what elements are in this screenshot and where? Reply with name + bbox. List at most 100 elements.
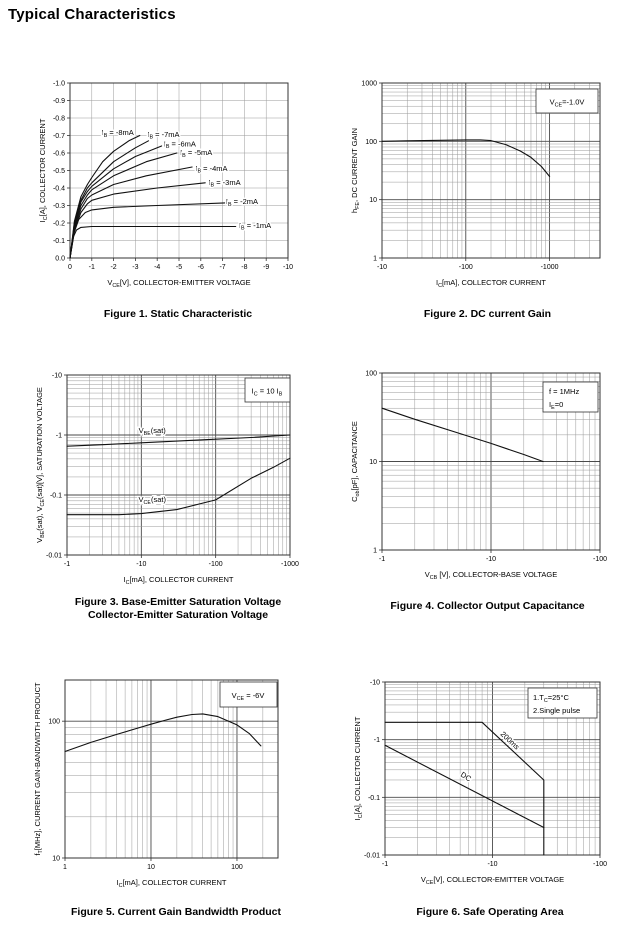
svg-text:-10: -10 <box>136 561 146 568</box>
svg-text:10: 10 <box>369 197 377 204</box>
svg-text:-1: -1 <box>379 556 385 563</box>
svg-text:-9: -9 <box>263 264 269 271</box>
figure-caption-line1: Figure 1. Static Characteristic <box>103 308 253 320</box>
svg-text:IC[mA], COLLECTOR CURRENT: IC[mA], COLLECTOR CURRENT <box>116 878 226 889</box>
svg-text:-1: -1 <box>64 561 70 568</box>
svg-text:-10: -10 <box>52 373 62 380</box>
svg-text:10: 10 <box>369 459 377 466</box>
figure-caption-line1: Figure 5. Current Gain Bandwidth Product <box>70 906 281 918</box>
chart-safe-operating-area: -1 -10 -100 -0.01 -0.1 -1 -10 VCE[V], COLLECTOR… <box>353 680 607 886</box>
svg-text:1.TC=25°C: 1.TC=25°C <box>533 693 569 704</box>
svg-text:IB = -7mA: IB = -7mA <box>147 130 179 141</box>
figure-caption-line1: Figure 3. Base-Emitter Saturation Voltag… <box>74 596 282 608</box>
svg-text:-1: -1 <box>374 737 380 744</box>
svg-text:-1: -1 <box>382 861 388 868</box>
svg-text:-6: -6 <box>198 264 204 271</box>
svg-text:100: 100 <box>48 719 60 726</box>
chart-dc-current-gain: -10 -100 -1000 1 10 100 1000 IC[mA], COLLECTOR … <box>350 81 601 289</box>
figure-caption-line1: Figure 4. Collector Output Capacitance <box>390 600 585 612</box>
svg-text:VBE(sat), VCE(sat)[V], SATURAT: VBE(sat), VCE(sat)[V], SATURATION VOLTAG… <box>35 387 46 543</box>
svg-text:VCB [V], COLLECTOR-BASE VOLTAG: VCB [V], COLLECTOR-BASE VOLTAGE <box>425 570 558 581</box>
svg-text:IC = 10 IB: IC = 10 IB <box>252 387 283 398</box>
figure-caption: Figure 3. Base-Emitter Saturation Voltag… <box>28 596 328 622</box>
svg-text:-100: -100 <box>459 264 473 271</box>
figure-caption-line1: Figure 2. DC current Gain <box>423 308 552 320</box>
svg-text:-1.0: -1.0 <box>53 81 65 88</box>
svg-text:-0.01: -0.01 <box>46 553 62 560</box>
svg-text:-5: -5 <box>176 264 182 271</box>
svg-text:2.Single pulse: 2.Single pulse <box>533 706 580 715</box>
figure-caption-line2: Collector-Emitter Saturation Voltage <box>87 609 269 621</box>
svg-text:-1: -1 <box>56 433 62 440</box>
svg-text:IB = -5mA: IB = -5mA <box>180 148 212 159</box>
svg-text:0.0: 0.0 <box>55 256 65 263</box>
svg-text:-100: -100 <box>593 556 607 563</box>
svg-text:1: 1 <box>63 864 67 871</box>
svg-text:VCE=-1.0V: VCE=-1.0V <box>550 98 585 109</box>
svg-text:-0.4: -0.4 <box>53 186 65 193</box>
svg-text:IC[A], COLLECTOR CURRENT: IC[A], COLLECTOR CURRENT <box>353 716 364 820</box>
svg-text:IC[A], COLLECTOR CURRENT: IC[A], COLLECTOR CURRENT <box>38 118 49 222</box>
svg-text:1000: 1000 <box>361 81 377 88</box>
svg-text:-10: -10 <box>487 861 497 868</box>
svg-text:VBE(sat): VBE(sat) <box>139 426 167 437</box>
svg-text:IB = -4mA: IB = -4mA <box>195 164 227 175</box>
chart-static-characteristic: 0 -1 -2 -3 -4 -5 -6 -7 -8 -9 -10 0.0 -0.1 -0.2 -0.3 -0.… <box>38 81 293 289</box>
svg-text:-2: -2 <box>110 264 116 271</box>
svg-text:-0.1: -0.1 <box>368 795 380 802</box>
svg-text:IC[mA], COLLECTOR CURRENT: IC[mA], COLLECTOR CURRENT <box>123 575 233 586</box>
svg-text:-4: -4 <box>154 264 160 271</box>
svg-text:100: 100 <box>231 864 243 871</box>
page-title: Typical Characteristics <box>8 6 176 23</box>
svg-text:-0.3: -0.3 <box>53 203 65 210</box>
svg-text:-10: -10 <box>370 680 380 687</box>
svg-text:-7: -7 <box>219 264 225 271</box>
svg-text:100: 100 <box>365 371 377 378</box>
svg-text:100: 100 <box>365 139 377 146</box>
figure-caption: Figure 1. Static Characteristic <box>28 308 328 321</box>
svg-text:-1000: -1000 <box>541 264 559 271</box>
svg-text:0: 0 <box>68 264 72 271</box>
svg-text:-0.5: -0.5 <box>53 168 65 175</box>
svg-text:Cob[pF], CAPACITANCE: Cob[pF], CAPACITANCE <box>350 421 361 502</box>
svg-text:-0.7: -0.7 <box>53 133 65 140</box>
svg-text:IB = -3mA: IB = -3mA <box>208 178 240 189</box>
svg-text:fT[MHz], CURRENT GAIN-BANDWIDT: fT[MHz], CURRENT GAIN-BANDWIDTH PRODUCT <box>33 682 44 856</box>
chart-collector-output-capacitance: -1 -10 -100 1 10 100 VCB [V], COLLECTOR-BASE V… <box>350 371 607 581</box>
svg-text:-100: -100 <box>593 861 607 868</box>
svg-text:IB = -1mA: IB = -1mA <box>239 221 271 232</box>
svg-text:VCE[V], COLLECTOR-EMITTER VOLT: VCE[V], COLLECTOR-EMITTER VOLTAGE <box>421 875 564 886</box>
figure-caption: Figure 4. Collector Output Capacitance <box>340 600 635 613</box>
svg-text:1: 1 <box>373 256 377 263</box>
svg-text:IB = -8mA: IB = -8mA <box>102 128 134 139</box>
svg-text:-100: -100 <box>209 561 223 568</box>
svg-text:f = 1MHz: f = 1MHz <box>549 387 579 396</box>
svg-text:-1000: -1000 <box>281 561 299 568</box>
svg-text:-1: -1 <box>89 264 95 271</box>
svg-text:-3: -3 <box>132 264 138 271</box>
svg-text:-10: -10 <box>486 556 496 563</box>
svg-text:IB = -2mA: IB = -2mA <box>226 197 258 208</box>
figure-caption: Figure 6. Safe Operating Area <box>345 906 635 919</box>
svg-text:DC: DC <box>459 770 473 784</box>
figure-caption: Figure 5. Current Gain Bandwidth Product <box>26 906 326 919</box>
svg-text:IC[mA], COLLECTOR CURRENT: IC[mA], COLLECTOR CURRENT <box>436 278 546 289</box>
svg-text:hFE, DC CURRENT GAIN: hFE, DC CURRENT GAIN <box>350 128 361 213</box>
svg-text:-0.01: -0.01 <box>364 853 380 860</box>
svg-text:-0.6: -0.6 <box>53 151 65 158</box>
figure-caption: Figure 2. DC current Gain <box>340 308 635 321</box>
svg-text:-0.8: -0.8 <box>53 116 65 123</box>
svg-text:IB = -6mA: IB = -6mA <box>164 139 196 150</box>
svg-text:VCE[V], COLLECTOR-EMITTER VOLT: VCE[V], COLLECTOR-EMITTER VOLTAGE <box>107 278 250 289</box>
svg-text:10: 10 <box>147 864 155 871</box>
svg-text:-0.1: -0.1 <box>53 238 65 245</box>
svg-text:-0.1: -0.1 <box>50 493 62 500</box>
svg-text:IE=0: IE=0 <box>549 400 563 411</box>
svg-text:1: 1 <box>373 548 377 555</box>
svg-text:-0.2: -0.2 <box>53 221 65 228</box>
svg-text:VCE(sat): VCE(sat) <box>138 495 166 506</box>
svg-text:VCE = -6V: VCE = -6V <box>232 691 265 702</box>
svg-text:-10: -10 <box>283 264 293 271</box>
